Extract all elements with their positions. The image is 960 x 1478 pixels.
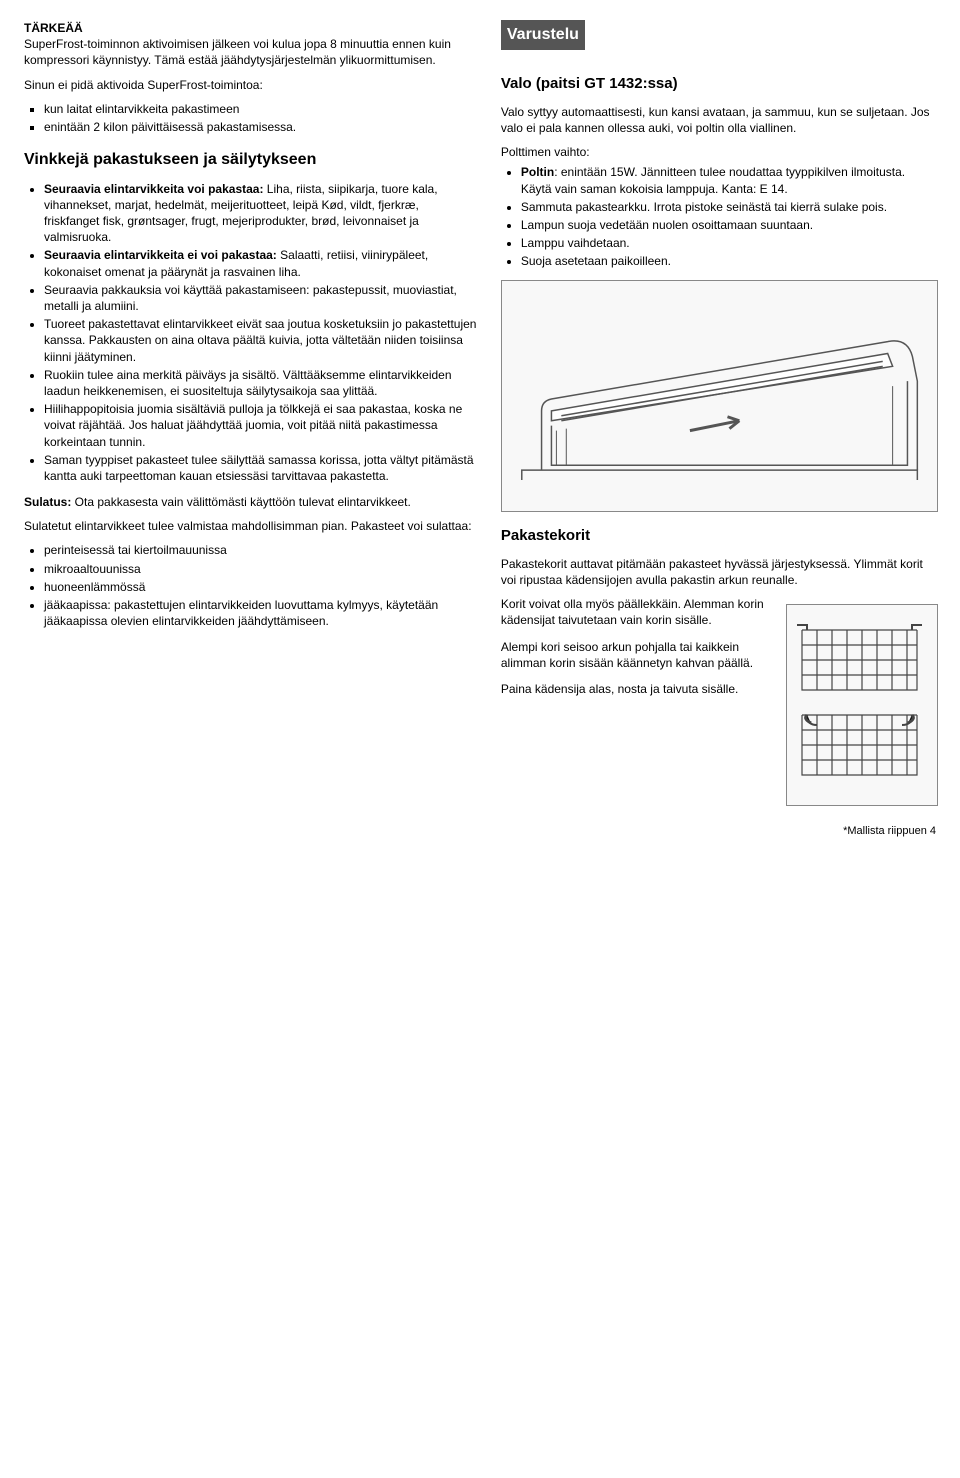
list-item: kun laitat elintarvikkeita pakastimeen <box>44 101 477 117</box>
list-item: Sammuta pakastearkku. Irrota pistoke sei… <box>521 199 936 215</box>
baskets-illustration <box>786 604 938 806</box>
sulatus-list: perinteisessä tai kiertoilmauunissa mikr… <box>24 542 477 629</box>
list-item: enintään 2 kilon päivittäisessä pakastam… <box>44 119 477 135</box>
list-item: Ruokiin tulee aina merkitä päiväys ja si… <box>44 367 477 399</box>
list-item: Poltin: enintään 15W. Jännitteen tulee n… <box>521 164 936 196</box>
list-item: jääkaapissa: pakastettujen elintarvikkei… <box>44 597 477 629</box>
list-item: Lamppu vaihdetaan. <box>521 235 936 251</box>
korit-p3: Alempi kori seisoo arkun pohjalla tai ka… <box>501 639 774 671</box>
korit-p1: Pakastekorit auttavat pitämään pakasteet… <box>501 556 936 588</box>
list-item: huoneenlämmössä <box>44 579 477 595</box>
valo-heading: Valo (paitsi GT 1432:ssa) <box>501 74 936 94</box>
sf-intro: Sinun ei pidä aktivoida SuperFrost-toimi… <box>24 77 477 93</box>
korit-heading: Pakastekorit <box>501 526 936 546</box>
valo-p1: Valo syttyy automaattisesti, kun kansi a… <box>501 104 936 136</box>
list-item: Lampun suoja vedetään nuolen osoittamaan… <box>521 217 936 233</box>
freezer-lid-illustration <box>501 280 938 512</box>
page-footer: *Mallista riippuen 4 <box>24 824 936 839</box>
list-item: mikroaaltouunissa <box>44 561 477 577</box>
valo-p2: Polttimen vaihto: <box>501 144 936 160</box>
korit-p4: Paina kädensija alas, nosta ja taivuta s… <box>501 681 774 697</box>
list-item: Seuraavia pakkauksia voi käyttää pakasta… <box>44 282 477 314</box>
list-item: Seuraavia elintarvikkeita ei voi pakasta… <box>44 247 477 279</box>
list-item: perinteisessä tai kiertoilmauunissa <box>44 542 477 558</box>
list-item: Tuoreet pakastettavat elintarvikkeet eiv… <box>44 316 477 365</box>
korit-p2: Korit voivat olla myös päällekkäin. Alem… <box>501 596 774 628</box>
list-item: Suoja asetetaan paikoilleen. <box>521 253 936 269</box>
list-item: Hiilihappopitoisia juomia sisältäviä pul… <box>44 401 477 450</box>
valo-list: Poltin: enintään 15W. Jännitteen tulee n… <box>501 164 936 269</box>
sulatus-p2: Sulatetut elintarvikkeet tulee valmistaa… <box>24 518 477 534</box>
list-item: Saman tyyppiset pakasteet tulee säilyttä… <box>44 452 477 484</box>
tarkeaa-text: SuperFrost-toiminnon aktivoimisen jälkee… <box>24 36 477 68</box>
sf-list: kun laitat elintarvikkeita pakastimeen e… <box>24 101 477 135</box>
tarkeaa-label: TÄRKEÄÄ <box>24 20 477 36</box>
list-item: Seuraavia elintarvikkeita voi pakastaa: … <box>44 181 477 246</box>
vinkit-heading: Vinkkejä pakastukseen ja säilytykseen <box>24 149 477 171</box>
sulatus-p1: Sulatus: Ota pakkasesta vain välittömäst… <box>24 494 477 510</box>
vinkit-list: Seuraavia elintarvikkeita voi pakastaa: … <box>24 181 477 484</box>
varustelu-heading: Varustelu <box>501 20 585 50</box>
